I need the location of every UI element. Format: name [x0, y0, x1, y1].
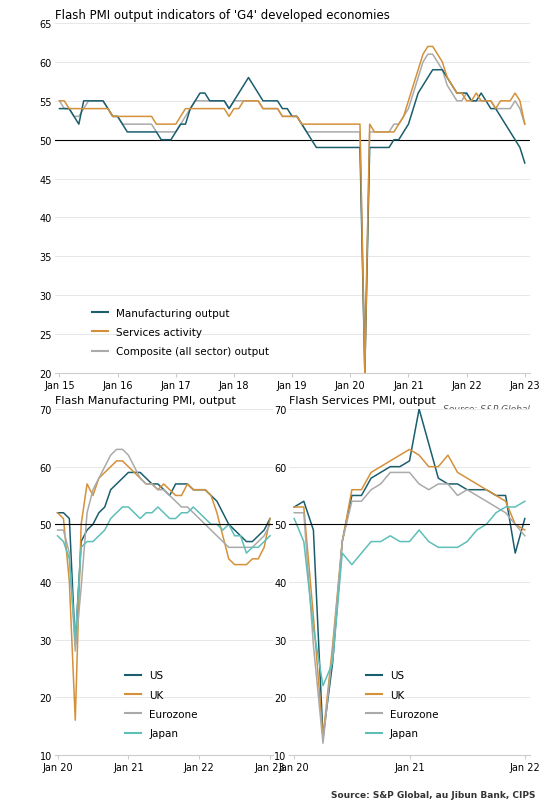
Text: Flash Manufacturing PMI, output: Flash Manufacturing PMI, output [55, 396, 235, 406]
Text: Source: S&P Global: Source: S&P Global [443, 405, 530, 414]
Text: Source: S&P Global, au Jibun Bank, CIPS: Source: S&P Global, au Jibun Bank, CIPS [330, 790, 535, 799]
Text: Flash Services PMI, output: Flash Services PMI, output [289, 396, 436, 406]
Legend: US, UK, Eurozone, Japan: US, UK, Eurozone, Japan [121, 666, 202, 743]
Legend: US, UK, Eurozone, Japan: US, UK, Eurozone, Japan [362, 666, 443, 743]
Text: Flash PMI output indicators of 'G4' developed economies: Flash PMI output indicators of 'G4' deve… [55, 9, 389, 22]
Legend: Manufacturing output, Services activity, Composite (all sector) output: Manufacturing output, Services activity,… [88, 304, 274, 361]
